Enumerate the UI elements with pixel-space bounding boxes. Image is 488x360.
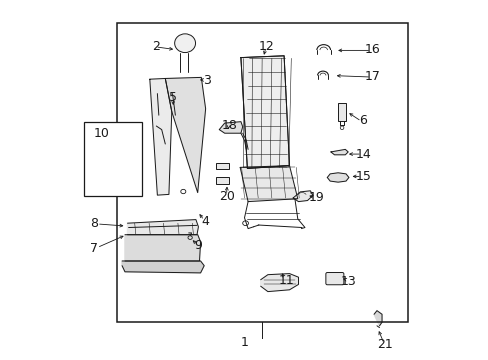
Text: 16: 16	[364, 43, 379, 56]
Text: 5: 5	[169, 91, 177, 104]
Polygon shape	[149, 78, 171, 195]
Polygon shape	[165, 77, 205, 193]
Text: 3: 3	[203, 75, 210, 87]
Polygon shape	[240, 166, 297, 202]
Text: 12: 12	[259, 40, 274, 53]
Polygon shape	[91, 154, 131, 173]
Text: 8: 8	[90, 217, 98, 230]
Bar	[117, 23, 407, 322]
Text: 4: 4	[201, 215, 208, 228]
Text: 20: 20	[219, 190, 235, 203]
FancyBboxPatch shape	[325, 273, 343, 285]
Text: 17: 17	[364, 70, 380, 83]
Polygon shape	[260, 274, 298, 292]
Polygon shape	[292, 191, 312, 202]
Text: 18: 18	[221, 119, 237, 132]
Text: 10: 10	[93, 127, 109, 140]
Polygon shape	[125, 235, 200, 261]
Text: 11: 11	[279, 274, 294, 287]
Text: 14: 14	[355, 148, 370, 161]
Polygon shape	[219, 122, 242, 133]
Bar	[337, 103, 346, 121]
Ellipse shape	[187, 236, 192, 239]
Text: 15: 15	[355, 170, 370, 183]
Text: 6: 6	[359, 114, 366, 127]
Text: 9: 9	[194, 239, 202, 252]
Text: 2: 2	[152, 40, 160, 53]
Bar	[84, 122, 142, 196]
Polygon shape	[373, 311, 381, 326]
Ellipse shape	[174, 34, 195, 53]
Polygon shape	[330, 149, 347, 155]
Polygon shape	[122, 261, 204, 273]
Polygon shape	[326, 173, 348, 182]
Polygon shape	[241, 56, 289, 168]
Bar	[215, 163, 229, 169]
Bar	[215, 177, 229, 184]
Text: 21: 21	[376, 338, 392, 351]
Text: 19: 19	[308, 191, 324, 204]
Text: 7: 7	[90, 242, 98, 255]
Text: 1: 1	[240, 336, 248, 349]
Text: 13: 13	[340, 275, 356, 288]
Polygon shape	[127, 220, 198, 235]
